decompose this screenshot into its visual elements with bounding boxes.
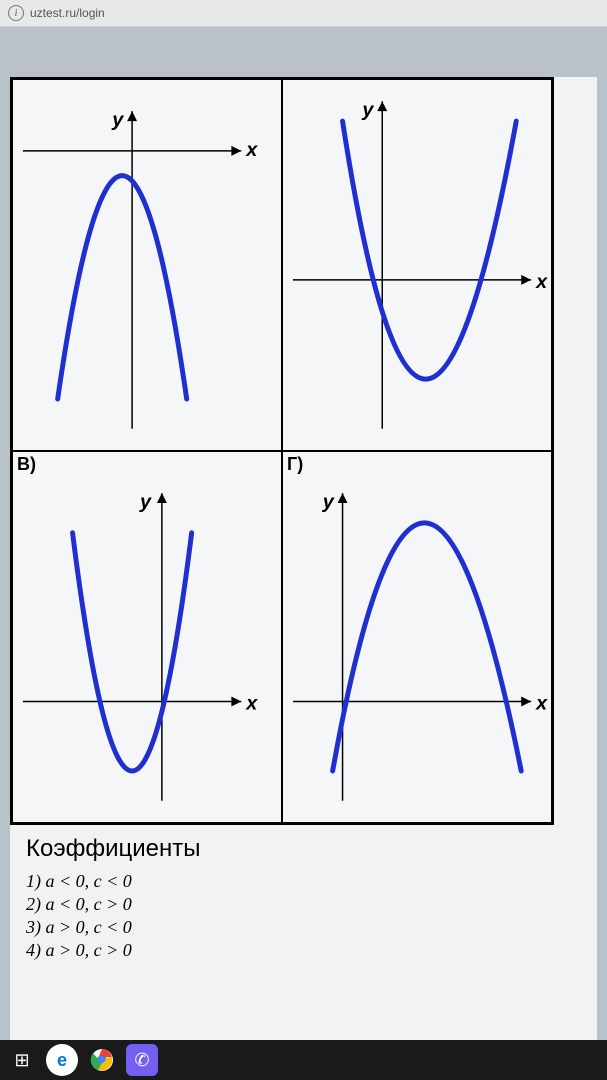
x-axis-label: x: [535, 692, 548, 714]
y-axis-label: y: [139, 491, 152, 513]
parabola-a: [58, 176, 187, 399]
plot-c: x y: [13, 452, 281, 822]
edge-icon[interactable]: e: [46, 1044, 78, 1076]
x-axis-label: x: [245, 692, 258, 714]
plot-a: x y: [13, 80, 281, 450]
parabola-grid: x y x y В): [10, 77, 554, 825]
url-text: uztest.ru/login: [30, 6, 105, 20]
windows-taskbar[interactable]: ⊞ e ✆: [0, 1040, 607, 1080]
browser-url-bar[interactable]: i uztest.ru/login: [0, 0, 607, 27]
coef-option-1: 1) a < 0, c < 0: [26, 871, 581, 892]
parabola-d: [333, 523, 522, 771]
plot-b: x y: [283, 80, 551, 450]
x-axis-label: x: [245, 139, 258, 161]
plot-d: x y: [283, 452, 551, 822]
coef-option-4: 4) a > 0, c > 0: [26, 940, 581, 961]
y-axis-label: y: [111, 109, 124, 131]
chrome-icon[interactable]: [86, 1044, 118, 1076]
info-icon: i: [8, 5, 24, 21]
coef-option-2: 2) a < 0, c > 0: [26, 894, 581, 915]
panel-c: В) x y: [12, 451, 282, 823]
viber-icon[interactable]: ✆: [126, 1044, 158, 1076]
coefficients-title: Коэффициенты: [26, 835, 581, 863]
y-axis-label: y: [322, 491, 335, 513]
start-icon[interactable]: ⊞: [6, 1044, 38, 1076]
parabola-c: [73, 533, 192, 771]
coefficients-section: Коэффициенты 1) a < 0, c < 0 2) a < 0, c…: [10, 825, 597, 973]
coef-option-3: 3) a > 0, c < 0: [26, 917, 581, 938]
y-axis-label: y: [361, 99, 374, 121]
panel-b: x y: [282, 79, 552, 451]
panel-d-label: Г): [287, 454, 303, 475]
panel-c-label: В): [17, 454, 36, 475]
parabola-b: [343, 121, 517, 379]
page-content: x y x y В): [10, 77, 597, 1077]
panel-a: x y: [12, 79, 282, 451]
x-axis-label: x: [535, 271, 548, 293]
panel-d: Г) x y: [282, 451, 552, 823]
